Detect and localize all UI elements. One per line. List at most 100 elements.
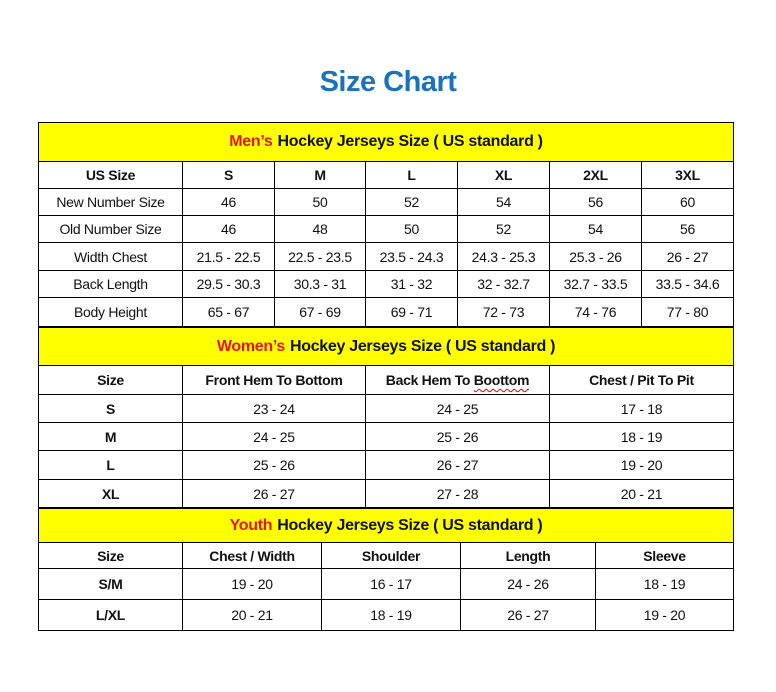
column-header: Size xyxy=(38,366,183,395)
table-cell: 24 - 25 xyxy=(183,423,366,451)
cell-value: 30.3 - 31 xyxy=(293,276,347,292)
cell-value: 16 - 17 xyxy=(370,576,412,592)
cell-value: 19 - 20 xyxy=(620,457,663,473)
cell-value: 20 - 21 xyxy=(620,485,663,502)
cell-value: 56 xyxy=(680,221,695,237)
cell-value: 33.5 - 34.6 xyxy=(655,276,720,292)
table-cell: 19 - 20 xyxy=(550,451,734,480)
table-cell: 19 - 20 xyxy=(183,569,322,600)
youth-heading: Youth Hockey Jerseys Size ( US standard ) xyxy=(38,508,734,543)
cell-value: 22.5 - 23.5 xyxy=(288,248,352,265)
table-cell: 72 - 73 xyxy=(458,298,550,327)
cell-value: S/M xyxy=(98,576,123,592)
column-header-label: Chest / Pit To Pit xyxy=(589,372,694,388)
table-cell: XL xyxy=(38,480,183,508)
table-cell: 74 - 76 xyxy=(550,298,642,327)
column-header-label: M xyxy=(314,167,326,183)
table-cell: 17 - 18 xyxy=(550,395,734,423)
column-header-label: Sleeve xyxy=(643,547,686,564)
column-header: Front Hem To Bottom xyxy=(183,366,366,395)
cell-value: 65 - 67 xyxy=(207,304,250,320)
cell-value: 26 - 27 xyxy=(666,248,709,265)
cell-value: 24.3 - 25.3 xyxy=(471,248,536,265)
column-header-label: Shoulder xyxy=(361,547,421,564)
cell-value: 54 xyxy=(588,221,603,237)
table-cell: 27 - 28 xyxy=(366,480,550,508)
column-header: XL xyxy=(458,162,550,189)
table-cell: 65 - 67 xyxy=(183,298,275,327)
column-header-label: S xyxy=(223,167,234,183)
cell-value: 20 - 21 xyxy=(231,607,273,623)
table-cell: 24 - 25 xyxy=(366,395,550,423)
table-cell: 23.5 - 24.3 xyxy=(366,243,458,271)
cell-value: 18 - 19 xyxy=(643,576,686,592)
cell-value: 19 - 20 xyxy=(643,607,686,623)
table-cell: 26 - 27 xyxy=(461,600,596,631)
column-header: US Size xyxy=(38,162,183,189)
column-header: S xyxy=(183,162,275,189)
column-header-label: Size xyxy=(97,372,124,388)
table-cell: 18 - 19 xyxy=(596,569,734,600)
cell-value: 56 xyxy=(588,194,603,210)
womens-heading: Women’s Hockey Jerseys Size ( US standard… xyxy=(38,327,734,366)
column-header: Length xyxy=(461,543,596,569)
table-cell: 21.5 - 22.5 xyxy=(183,243,275,271)
cell-value: Old Number Size xyxy=(59,221,162,237)
cell-value: 46 xyxy=(221,194,236,210)
table-cell: 26 - 27 xyxy=(642,243,734,271)
cell-value: 21.5 - 22.5 xyxy=(196,248,261,265)
spellcheck-word: Boottom xyxy=(473,372,530,388)
table-cell: 31 - 32 xyxy=(366,271,458,298)
table-cell: 50 xyxy=(366,216,458,243)
table-cell: 54 xyxy=(458,189,550,216)
table-cell: 30.3 - 31 xyxy=(275,271,366,298)
cell-value: 52 xyxy=(496,221,511,237)
cell-value: 69 - 71 xyxy=(390,304,433,320)
cell-value: 17 - 18 xyxy=(620,400,663,417)
table-cell: M xyxy=(38,423,183,451)
table-cell: Body Height xyxy=(38,298,183,327)
table-cell: Width Chest xyxy=(38,243,183,271)
table-cell: 46 xyxy=(183,189,275,216)
cell-value: L/XL xyxy=(95,607,126,623)
table-cell: 26 - 27 xyxy=(366,451,550,480)
cell-value: Width Chest xyxy=(74,248,147,265)
cell-value: 23.5 - 24.3 xyxy=(379,248,444,265)
table-cell: 25 - 26 xyxy=(183,451,366,480)
column-header-label: Chest / Width xyxy=(209,547,295,564)
heading-highlight: Youth xyxy=(229,516,273,534)
table-cell: 18 - 19 xyxy=(550,423,734,451)
cell-value: 26 - 27 xyxy=(253,485,295,502)
cell-value: 50 xyxy=(312,194,328,210)
table-cell: New Number Size xyxy=(38,189,183,216)
table-cell: 25.3 - 26 xyxy=(550,243,642,271)
table-cell: 52 xyxy=(366,189,458,216)
column-header: L xyxy=(366,162,458,189)
cell-value: New Number Size xyxy=(56,194,165,210)
cell-value: 77 - 80 xyxy=(666,304,709,320)
cell-value: 50 xyxy=(404,221,419,237)
column-header-label: US Size xyxy=(85,167,136,183)
cell-value: 24 - 26 xyxy=(507,576,549,592)
table-cell: 33.5 - 34.6 xyxy=(642,271,734,298)
column-header-label: Back Hem To Boottom xyxy=(385,372,530,388)
table-cell: Back Length xyxy=(38,271,183,298)
cell-value: 26 - 27 xyxy=(507,607,549,623)
column-header-label: Front Hem To Bottom xyxy=(205,372,343,388)
table-cell: 29.5 - 30.3 xyxy=(183,271,275,298)
table-cell: 23 - 24 xyxy=(183,395,366,423)
cell-value: 54 xyxy=(496,194,511,210)
cell-value: 26 - 27 xyxy=(436,457,479,473)
heading-text: Hockey Jerseys Size ( US standard ) xyxy=(277,516,543,534)
table-cell: L/XL xyxy=(38,600,183,631)
table-cell: 32.7 - 33.5 xyxy=(550,271,642,298)
cell-value: M xyxy=(104,428,117,445)
table-cell: 77 - 80 xyxy=(642,298,734,327)
cell-value: 67 - 69 xyxy=(299,304,341,320)
cell-value: 25.3 - 26 xyxy=(569,248,622,265)
table-cell: 19 - 20 xyxy=(596,600,734,631)
table-cell: 67 - 69 xyxy=(275,298,366,327)
cell-value: 29.5 - 30.3 xyxy=(196,276,261,292)
table-cell: 50 xyxy=(275,189,366,216)
